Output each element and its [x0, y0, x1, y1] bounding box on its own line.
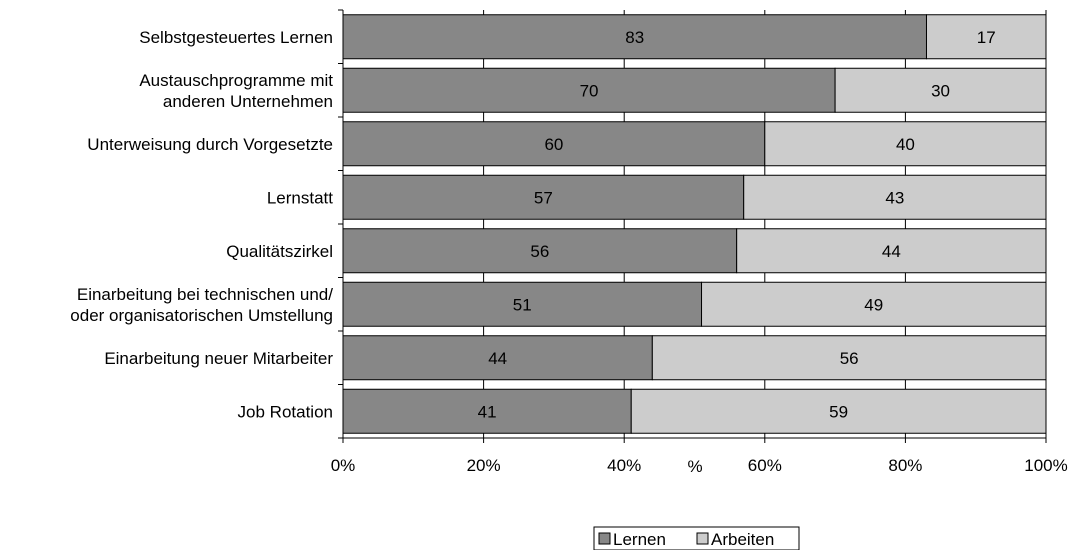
bar-lernen-4 [342, 228, 738, 274]
legend-label-arbeiten: Arbeiten [711, 530, 774, 549]
bar-arbeiten-7 [630, 388, 1047, 434]
bar-lernen-5 [342, 281, 703, 327]
value-label-lernen-0: 83 [625, 28, 644, 47]
category-label-3: Lernstatt [267, 188, 333, 207]
category-labels: Selbstgesteuertes Lernen Austauschprogram… [70, 28, 333, 422]
bar-value-labels: 83 17 70 30 60 40 57 43 56 44 51 49 44 56 41 59 [478, 28, 996, 422]
category-label-line: Einarbeitung bei technischen und/ [77, 285, 333, 304]
category-label-line: Einarbeitung neuer Mitarbeiter [104, 349, 333, 368]
x-tick-label-1: 20% [467, 456, 501, 475]
category-label-4: Qualitätszirkel [226, 242, 333, 261]
category-label-line: Lernstatt [267, 188, 333, 207]
legend-label-lernen: Lernen [613, 530, 666, 549]
value-label-arbeiten-4: 44 [882, 242, 901, 261]
value-label-arbeiten-7: 59 [829, 402, 848, 421]
bar-arbeiten-4 [736, 228, 1047, 274]
category-label-line: anderen Unternehmen [163, 92, 333, 111]
value-label-lernen-6: 44 [488, 349, 507, 368]
legend: Lernen Arbeiten [593, 526, 800, 550]
bar-lernen-2 [342, 121, 766, 167]
bar-arbeiten-2 [764, 121, 1047, 167]
value-label-lernen-3: 57 [534, 188, 553, 207]
category-label-5: Einarbeitung bei technischen und/oder or… [70, 285, 333, 325]
value-label-lernen-5: 51 [513, 295, 532, 314]
x-axis-title: % [687, 457, 702, 476]
category-label-line: Qualitätszirkel [226, 242, 333, 261]
bar-lernen-6 [342, 335, 653, 381]
category-label-line: Unterweisung durch Vorgesetzte [87, 135, 333, 154]
value-label-arbeiten-5: 49 [864, 295, 883, 314]
x-tick-label-2: 40% [607, 456, 641, 475]
category-label-1: Austauschprogramme mit anderen Unternehme… [139, 71, 333, 111]
bar-arbeiten-5 [701, 281, 1047, 327]
category-label-line: Austauschprogramme mit [139, 71, 333, 90]
value-label-arbeiten-2: 40 [896, 135, 915, 154]
x-tick-label-3: 60% [748, 456, 782, 475]
bar-arbeiten-6 [651, 335, 1047, 381]
category-label-line: oder organisatorischen Umstellung [70, 306, 333, 325]
x-tick-label-0: 0% [331, 456, 356, 475]
legend-swatch-arbeiten [696, 532, 709, 545]
x-axis: 0% 20% 40% 60% 80% 100% [331, 9, 1068, 475]
value-label-arbeiten-6: 56 [840, 349, 859, 368]
value-label-arbeiten-0: 17 [977, 28, 996, 47]
category-label-2: Unterweisung durch Vorgesetzte [87, 135, 333, 154]
value-label-arbeiten-1: 30 [931, 81, 950, 100]
bar-arbeiten-1 [834, 67, 1047, 113]
value-label-arbeiten-3: 43 [885, 188, 904, 207]
category-label-0: Selbstgesteuertes Lernen [139, 28, 333, 47]
value-label-lernen-7: 41 [478, 402, 497, 421]
legend-swatch-lernen [598, 532, 611, 545]
bar-lernen-0 [342, 14, 927, 60]
x-tick-label-5: 100% [1024, 456, 1067, 475]
bars [342, 14, 1047, 434]
category-label-line: Job Rotation [238, 402, 333, 421]
category-label-7: Job Rotation [238, 402, 333, 421]
value-label-lernen-4: 56 [530, 242, 549, 261]
category-label-line: Selbstgesteuertes Lernen [139, 28, 333, 47]
bar-arbeiten-0 [925, 14, 1047, 60]
x-tick-label-4: 80% [888, 456, 922, 475]
value-label-lernen-1: 70 [580, 81, 599, 100]
bar-arbeiten-3 [743, 174, 1047, 220]
bar-lernen-3 [342, 174, 745, 220]
value-label-lernen-2: 60 [544, 135, 563, 154]
category-label-6: Einarbeitung neuer Mitarbeiter [104, 349, 333, 368]
